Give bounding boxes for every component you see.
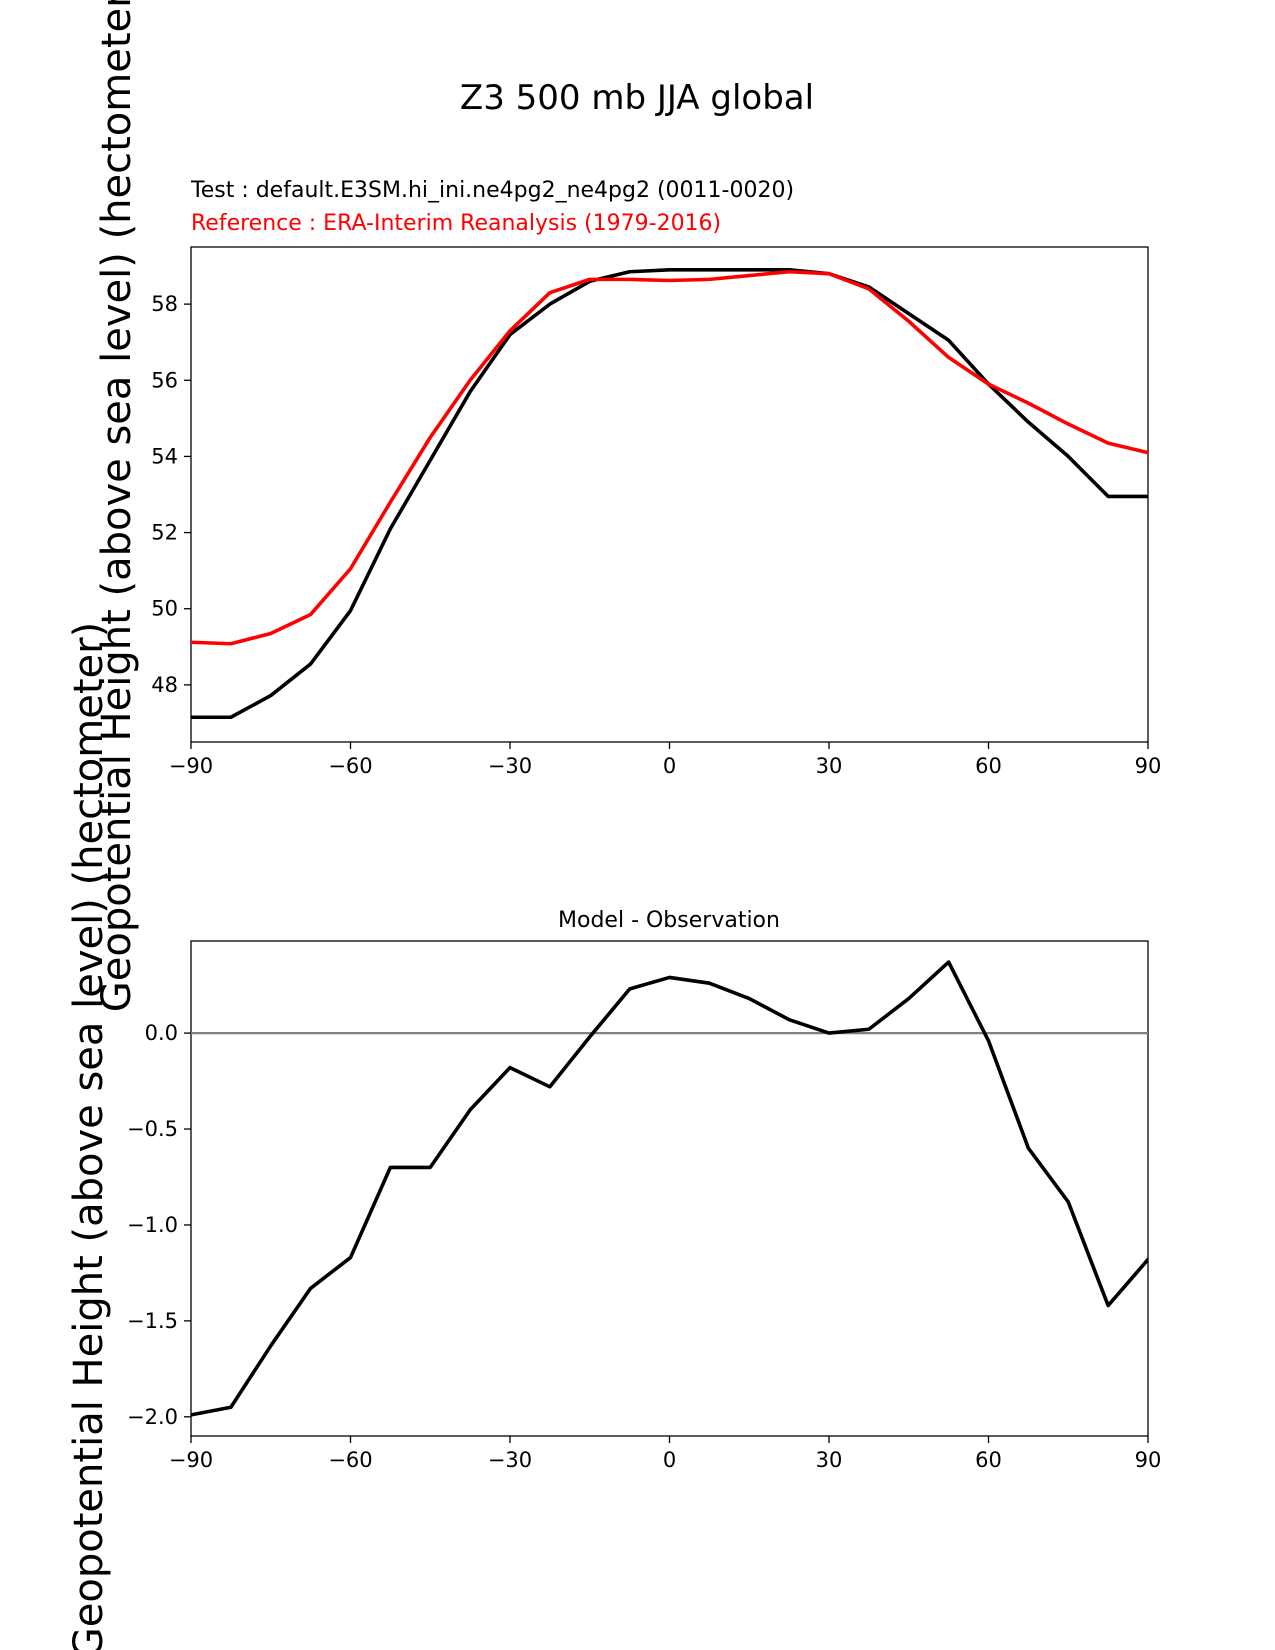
bottom-x-tick-label: −90 (169, 1448, 213, 1472)
top-series-1-line (191, 269, 1148, 646)
bottom-y-tick-label: −1.0 (127, 1213, 178, 1237)
bottom-series (191, 960, 1148, 1417)
legend-reference-text: Reference : ERA-Interim Reanalysis (1979… (191, 211, 721, 236)
panel-model-minus-observation: Model - Observation −90 −60 −30 0 30 60 90 −2.0… (66, 622, 1161, 1650)
top-x-tick-label: 0 (663, 754, 676, 778)
top-x-tick-label: 60 (975, 754, 1002, 778)
bottom-x-tick-label: −30 (488, 1448, 532, 1472)
bottom-y-tick-label: −0.5 (127, 1117, 178, 1141)
bottom-x-tick-label: 30 (816, 1448, 843, 1472)
bottom-axes-frame (190, 940, 1149, 1437)
top-y-tick-label: 54 (151, 444, 178, 468)
top-y-axis-label: Geopotential Height (above sea level) (h… (94, 0, 140, 1012)
top-y-tick-label: 56 (151, 368, 178, 392)
bottom-ticks: −90 −60 −30 0 30 60 90 −2.0 −1.5 −1.0 −0.5 0.0 (127, 1021, 1161, 1472)
legend-test-text: Test : default.E3SM.hi_ini.ne4pg2_ne4pg2… (190, 178, 794, 203)
top-y-tick-label: 48 (151, 673, 178, 697)
bottom-series-0-line (191, 960, 1148, 1417)
figure-title: Z3 500 mb JJA global (460, 78, 814, 118)
top-y-tick-label: 50 (151, 597, 178, 621)
bottom-y-axis-label: Geopotential Height (above sea level) (h… (66, 622, 112, 1650)
top-axes-frame (190, 246, 1149, 743)
panel-test-reference: Test : default.E3SM.hi_ini.ne4pg2_ne4pg2… (94, 0, 1161, 1012)
top-x-tick-label: 90 (1135, 754, 1162, 778)
top-x-tick-label: −90 (169, 754, 213, 778)
bottom-x-tick-label: 0 (663, 1448, 676, 1472)
top-y-tick-label: 52 (151, 521, 178, 545)
bottom-x-tick-label: 90 (1135, 1448, 1162, 1472)
top-series-0-line (191, 268, 1148, 720)
top-series (191, 268, 1148, 720)
top-x-tick-label: −60 (328, 754, 372, 778)
bottom-y-tick-label: 0.0 (145, 1021, 178, 1045)
bottom-x-tick-label: 60 (975, 1448, 1002, 1472)
bottom-x-tick-label: −60 (328, 1448, 372, 1472)
bottom-panel-title: Model - Observation (558, 908, 780, 933)
top-ticks: −90 −60 −30 0 30 60 90 48 50 52 54 56 58 (151, 292, 1161, 778)
top-y-tick-label: 58 (151, 292, 178, 316)
bottom-y-tick-label: −1.5 (127, 1309, 178, 1333)
top-x-tick-label: 30 (816, 754, 843, 778)
top-x-tick-label: −30 (488, 754, 532, 778)
bottom-y-tick-label: −2.0 (127, 1405, 178, 1429)
